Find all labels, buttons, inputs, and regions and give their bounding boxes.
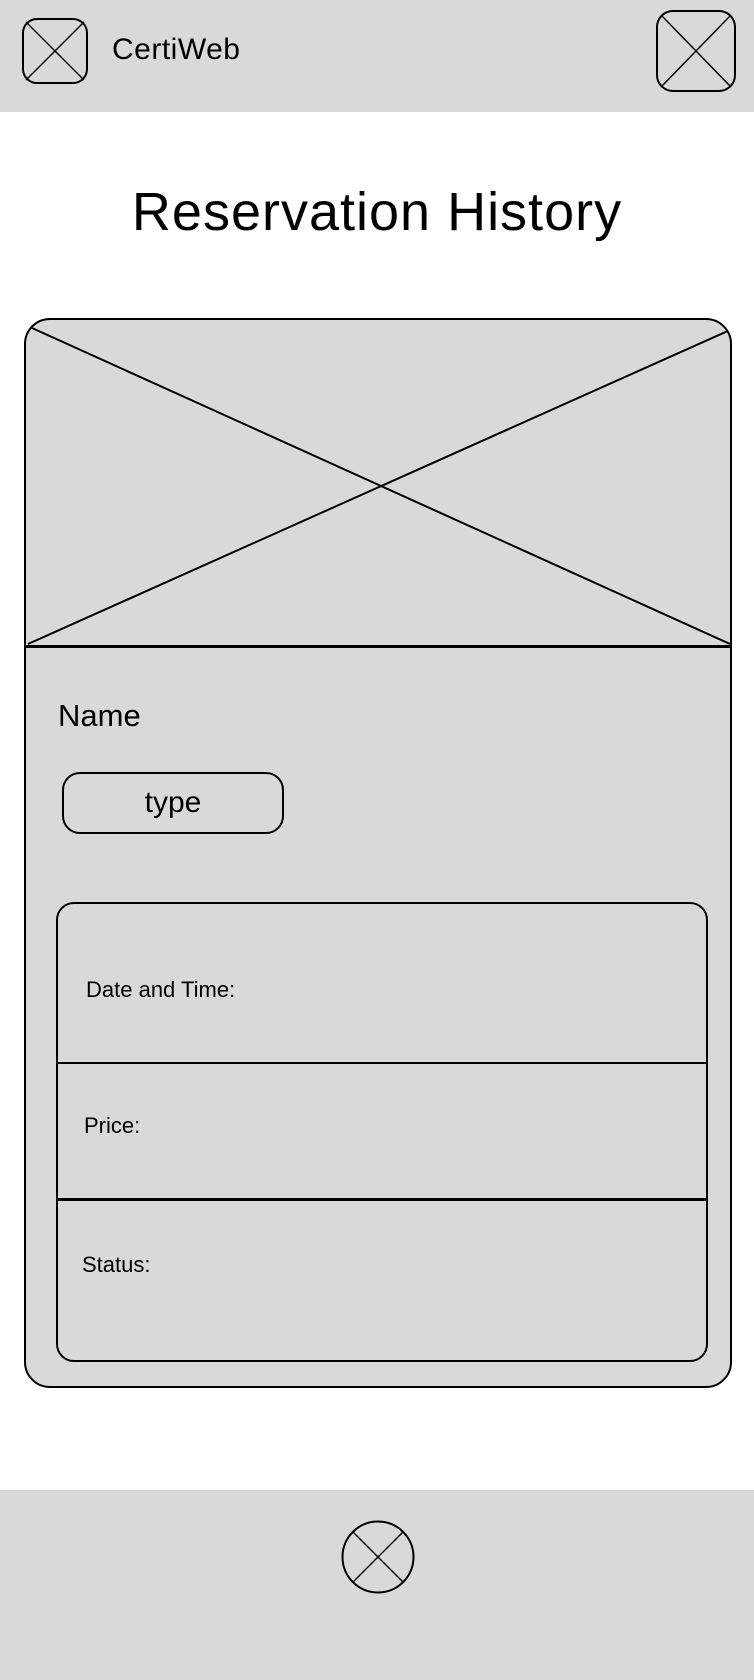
top-app-bar bbox=[0, 0, 754, 112]
menu-placeholder-icon[interactable] bbox=[656, 10, 736, 92]
type-chip-label: type bbox=[144, 786, 202, 819]
price-label: Price: bbox=[84, 1113, 141, 1138]
circle-placeholder-icon[interactable] bbox=[341, 1520, 415, 1594]
app-title: CertiWeb bbox=[112, 33, 241, 66]
logo-placeholder-icon[interactable] bbox=[22, 18, 88, 84]
card-divider bbox=[26, 645, 730, 648]
status-row: Status: bbox=[58, 1201, 706, 1360]
status-label: Status: bbox=[82, 1252, 151, 1277]
date-time-label: Date and Time: bbox=[86, 977, 236, 1002]
date-time-row: Date and Time: bbox=[58, 904, 706, 1064]
reservation-card[interactable]: Name type Date and Time: Price: Status: bbox=[24, 318, 732, 1388]
type-chip: type bbox=[62, 772, 284, 834]
page-title: Reservation History bbox=[131, 182, 623, 242]
reservation-image-placeholder bbox=[26, 320, 730, 646]
reservation-name: Name bbox=[58, 698, 141, 733]
price-row: Price: bbox=[58, 1064, 706, 1201]
reservation-details: Date and Time: Price: Status: bbox=[56, 902, 708, 1362]
